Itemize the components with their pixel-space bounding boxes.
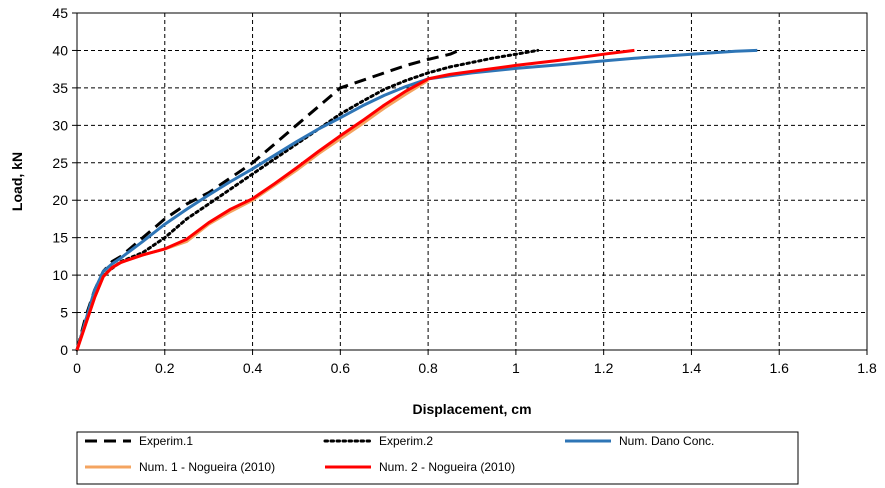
y-tick-label: 40 <box>52 42 68 58</box>
x-tick-label: 0.4 <box>243 360 263 376</box>
x-tick-label: 1.2 <box>594 360 614 376</box>
x-axis-title: Displacement, cm <box>412 401 531 417</box>
series-layer <box>75 48 758 352</box>
x-tick-label: 0 <box>73 360 81 376</box>
y-tick-label: 0 <box>60 342 68 358</box>
legend-label-2: Num. Dano Conc. <box>619 434 714 448</box>
legend: Experim.1 Experim.2 Num. Dano Conc. Num. 1 … <box>76 431 799 485</box>
y-tick-label: 45 <box>52 5 68 21</box>
legend-label-3: Num. 1 - Nogueira (2010) <box>139 460 275 474</box>
y-axis-ticks: 0 5 10 15 20 25 30 35 40 45 <box>52 5 77 358</box>
series-line-4 <box>75 48 635 351</box>
series-line-2 <box>75 48 758 351</box>
grid <box>77 13 867 350</box>
y-tick-label: 20 <box>52 192 68 208</box>
x-tick-label: 0.8 <box>418 360 438 376</box>
legend-label-4: Num. 2 - Nogueira (2010) <box>379 460 515 474</box>
legend-box <box>76 431 799 485</box>
x-tick-label: 1.6 <box>769 360 789 376</box>
x-tick-label: 0.6 <box>331 360 351 376</box>
x-tick-label: 1 <box>512 360 520 376</box>
x-tick-label: 1.4 <box>682 360 702 376</box>
x-tick-label: 0.2 <box>155 360 175 376</box>
y-tick-label: 10 <box>52 267 68 283</box>
x-axis-ticks: 0 0.2 0.4 0.6 0.8 1 1.2 1.4 1.6 1.8 <box>73 350 877 376</box>
legend-label-0: Experim.1 <box>139 434 193 448</box>
y-tick-label: 25 <box>52 155 68 171</box>
plot-frame <box>76 12 868 351</box>
y-axis-title: Load, kN <box>9 152 25 211</box>
series-line-0 <box>75 49 460 351</box>
legend-label-1: Experim.2 <box>379 434 433 448</box>
x-tick-label: 1.8 <box>857 360 877 376</box>
y-tick-label: 35 <box>52 80 68 96</box>
series-line-1 <box>75 48 540 352</box>
y-tick-label: 5 <box>60 305 68 321</box>
y-tick-label: 15 <box>52 230 68 246</box>
y-tick-label: 30 <box>52 117 68 133</box>
